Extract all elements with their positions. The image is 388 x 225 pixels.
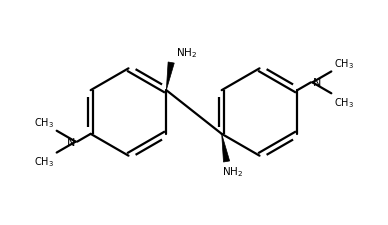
Text: NH$_2$: NH$_2$ [176, 46, 197, 60]
Text: CH$_3$: CH$_3$ [33, 116, 54, 130]
Text: CH$_3$: CH$_3$ [334, 95, 355, 109]
Polygon shape [222, 134, 230, 162]
Text: N: N [67, 137, 76, 147]
Text: NH$_2$: NH$_2$ [222, 165, 243, 179]
Text: N: N [312, 78, 321, 88]
Text: CH$_3$: CH$_3$ [334, 57, 355, 71]
Polygon shape [166, 63, 174, 91]
Text: CH$_3$: CH$_3$ [33, 154, 54, 168]
